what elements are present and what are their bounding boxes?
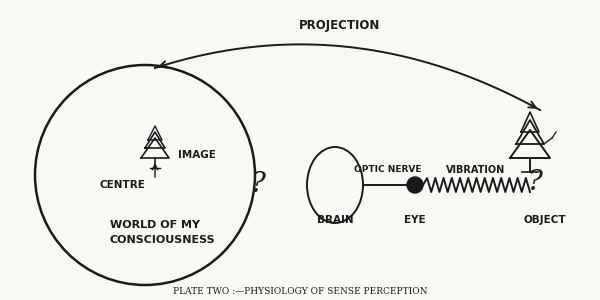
Text: ?: ? xyxy=(251,172,265,199)
Text: PROJECTION: PROJECTION xyxy=(299,19,380,32)
Text: PLATE TWO :—PHYSIOLOGY OF SENSE PERCEPTION: PLATE TWO :—PHYSIOLOGY OF SENSE PERCEPTI… xyxy=(173,287,427,296)
Text: OBJECT: OBJECT xyxy=(524,215,566,225)
Circle shape xyxy=(407,177,423,193)
Text: EYE: EYE xyxy=(404,215,426,225)
Text: CONSCIOUSNESS: CONSCIOUSNESS xyxy=(110,235,215,245)
Text: OPTIC NERVE: OPTIC NERVE xyxy=(354,166,422,175)
Text: ?: ? xyxy=(527,169,542,196)
Text: IMAGE: IMAGE xyxy=(178,150,216,160)
Text: BRAIN: BRAIN xyxy=(317,215,353,225)
Text: CENTRE: CENTRE xyxy=(100,180,146,190)
Text: VIBRATION: VIBRATION xyxy=(446,165,506,175)
Text: WORLD OF MY: WORLD OF MY xyxy=(110,220,200,230)
